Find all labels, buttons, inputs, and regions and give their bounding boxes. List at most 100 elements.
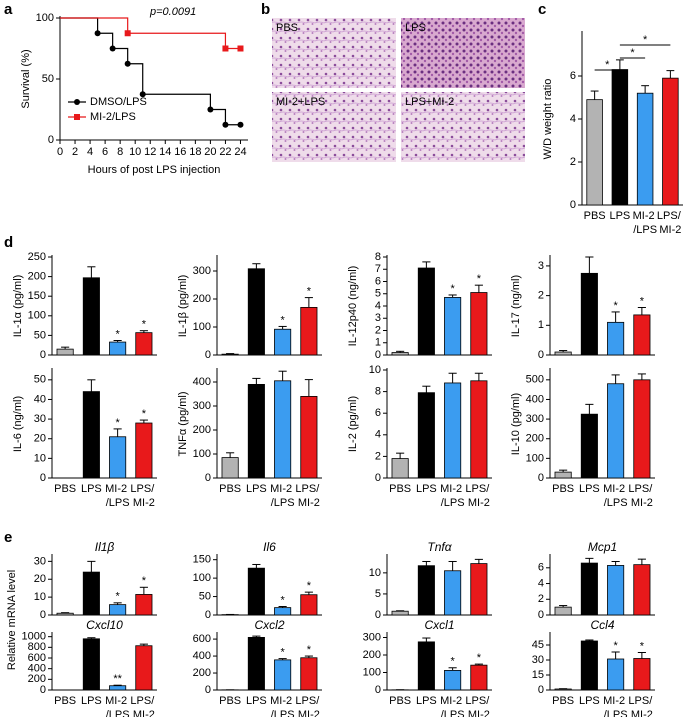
x-tick-label: 6 xyxy=(102,146,108,158)
y-tick-label: 0 xyxy=(40,349,46,361)
bar xyxy=(135,422,153,479)
panel-label: c xyxy=(538,1,546,18)
y-tick-label: 30 xyxy=(34,413,46,425)
bar xyxy=(417,267,435,356)
y-tick-label: 10 xyxy=(34,452,46,464)
y-tick-label: 400 xyxy=(193,376,211,388)
bar xyxy=(607,658,625,691)
bar xyxy=(56,612,74,616)
bar xyxy=(135,332,153,356)
bar xyxy=(554,471,572,479)
bar xyxy=(274,328,292,356)
bar xyxy=(247,383,265,479)
chart-title: Cxcl1 xyxy=(424,618,454,632)
y-tick-label: 50 xyxy=(34,329,46,341)
bar xyxy=(607,321,625,356)
bar xyxy=(82,391,100,479)
bar xyxy=(554,688,572,691)
panel-label: a xyxy=(4,1,13,18)
bar xyxy=(444,570,462,616)
y-tick-label: 400 xyxy=(193,650,211,662)
x-tick-label: MI-2 /LPS xyxy=(105,483,130,509)
y-tick-label: 0 xyxy=(40,684,46,696)
y-tick-label: 0 xyxy=(538,609,544,621)
bar xyxy=(109,685,127,691)
x-tick-label: LPS xyxy=(81,695,102,707)
bar xyxy=(274,659,292,691)
significance: * xyxy=(142,319,147,331)
significance: * xyxy=(115,417,120,429)
y-tick-label: 8 xyxy=(375,386,381,398)
y-tick-label: 100 xyxy=(363,666,381,678)
bar xyxy=(391,610,409,616)
x-axis-label: Hours of post LPS injection xyxy=(88,164,221,176)
bar xyxy=(554,351,572,356)
bar xyxy=(56,348,74,356)
y-tick-label: 50 xyxy=(199,590,211,602)
bar xyxy=(580,272,598,356)
y-tick-label: 0 xyxy=(375,684,381,696)
y-tick-label: 2 xyxy=(375,450,381,462)
y-tick-label: 0 xyxy=(570,199,576,211)
y-axis-label: IL-6 (ng/ml) xyxy=(12,396,24,452)
chart-title: Tnfα xyxy=(427,540,452,554)
comparison-star: * xyxy=(630,47,635,59)
bar xyxy=(300,306,318,356)
y-tick-label: 400 xyxy=(28,663,46,675)
x-tick-label: MI-2 /LPS xyxy=(603,695,628,717)
significance: * xyxy=(307,644,312,656)
y-axis-label: IL-2 (pg/ml) xyxy=(347,396,359,452)
significance: * xyxy=(450,283,455,295)
x-tick-label: LPS xyxy=(246,483,267,495)
bar xyxy=(109,341,127,356)
x-tick-label: LPS xyxy=(416,483,437,495)
x-tick-label: 8 xyxy=(117,146,123,158)
y-tick-label: 0 xyxy=(205,349,211,361)
image-label: PBS xyxy=(276,22,298,34)
bar xyxy=(470,292,488,356)
bar xyxy=(274,607,292,616)
bar xyxy=(417,565,435,616)
y-tick-label: 6 xyxy=(538,562,544,574)
bar xyxy=(221,353,239,356)
legend-label: DMSO/LPS xyxy=(90,96,147,108)
chart-title: Ccl4 xyxy=(590,618,614,632)
bar xyxy=(611,69,629,206)
y-tick-label: 10 xyxy=(34,591,46,603)
bar xyxy=(247,567,265,616)
chart-title: Il1β xyxy=(95,540,115,554)
y-tick-label: 250 xyxy=(28,251,46,263)
x-tick-label: 20 xyxy=(204,146,216,158)
y-tick-label: 20 xyxy=(34,433,46,445)
significance: * xyxy=(450,656,455,668)
point xyxy=(139,91,146,98)
bar xyxy=(82,277,100,356)
point xyxy=(222,45,229,52)
x-tick-label: 22 xyxy=(219,146,231,158)
y-tick-label: 40 xyxy=(34,393,46,405)
y-tick-label: 200 xyxy=(28,271,46,283)
comparison-star: * xyxy=(643,34,648,46)
y-axis-label: W/D weight ratio xyxy=(542,79,554,160)
y-axis-label: IL-1α (pg/ml) xyxy=(12,275,24,338)
significance: * xyxy=(280,647,285,659)
x-tick-label: PBS xyxy=(389,483,411,495)
image-label: MI-2+LPS xyxy=(276,96,325,108)
significance: * xyxy=(640,640,645,652)
bar xyxy=(135,594,153,616)
bar xyxy=(391,352,409,356)
y-tick-label: 0 xyxy=(375,349,381,361)
x-tick-label: LPS/ MI-2 xyxy=(295,483,322,509)
y-tick-label: 0 xyxy=(205,609,211,621)
bar xyxy=(221,457,239,479)
x-tick-label: LPS/ MI-2 xyxy=(628,483,655,509)
y-tick-label: 600 xyxy=(193,633,211,645)
y-tick-label: 0 xyxy=(205,684,211,696)
legend-marker xyxy=(74,99,80,105)
point xyxy=(124,60,131,67)
image-lps xyxy=(401,18,525,88)
significance: * xyxy=(142,575,147,587)
y-tick-label: 100 xyxy=(193,448,211,460)
x-tick-label: LPS xyxy=(246,695,267,707)
